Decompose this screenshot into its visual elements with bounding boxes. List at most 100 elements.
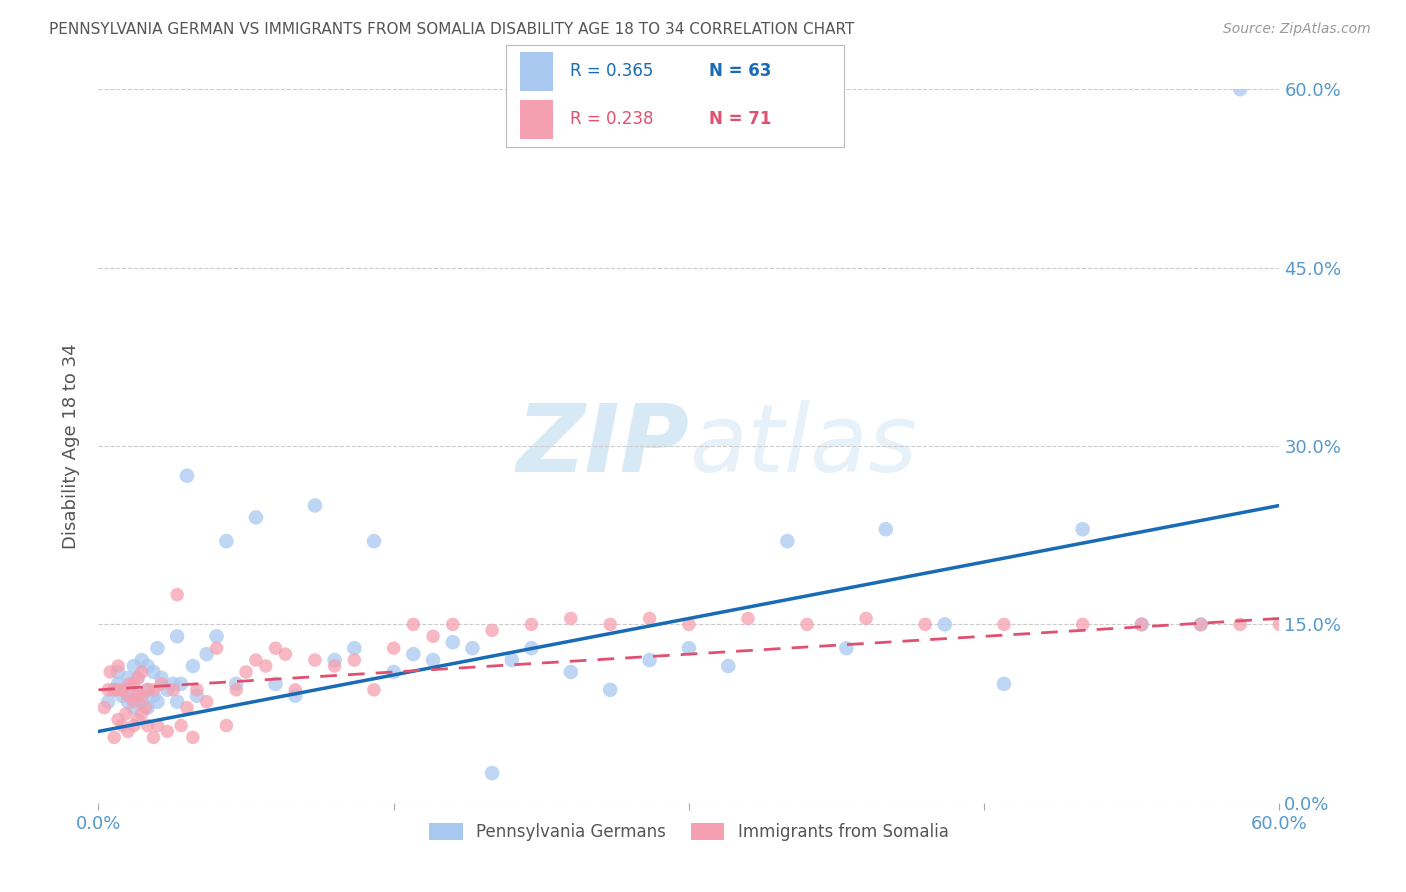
Point — [136, 659, 159, 673]
Point — [131, 665, 153, 679]
Point — [274, 647, 297, 661]
Text: N = 63: N = 63 — [709, 62, 770, 80]
Point — [225, 682, 247, 697]
Point — [323, 659, 346, 673]
Point — [441, 635, 464, 649]
Y-axis label: Disability Age 18 to 34: Disability Age 18 to 34 — [62, 343, 80, 549]
Point — [118, 677, 141, 691]
Point — [363, 682, 385, 697]
Point — [127, 671, 149, 685]
Point — [136, 682, 159, 697]
Point — [323, 653, 346, 667]
Point — [127, 713, 149, 727]
Point — [195, 647, 218, 661]
Point — [97, 695, 120, 709]
Point — [1189, 617, 1212, 632]
Point — [162, 682, 184, 697]
Text: PENNSYLVANIA GERMAN VS IMMIGRANTS FROM SOMALIA DISABILITY AGE 18 TO 34 CORRELATI: PENNSYLVANIA GERMAN VS IMMIGRANTS FROM S… — [49, 22, 855, 37]
Point — [638, 611, 661, 625]
Point — [461, 641, 484, 656]
Point — [1071, 617, 1094, 632]
Point — [131, 653, 153, 667]
Point — [176, 468, 198, 483]
Point — [98, 665, 121, 679]
Point — [97, 682, 120, 697]
Point — [520, 641, 543, 656]
Point — [162, 677, 184, 691]
Point — [176, 700, 198, 714]
Point — [103, 682, 125, 697]
Point — [422, 629, 444, 643]
Point — [181, 731, 204, 745]
Point — [131, 689, 153, 703]
Point — [215, 718, 238, 732]
Point — [599, 617, 621, 632]
Point — [146, 641, 169, 656]
Point — [107, 713, 129, 727]
Point — [117, 695, 139, 709]
Point — [186, 689, 208, 703]
Point — [304, 499, 326, 513]
Point — [146, 718, 169, 732]
Point — [142, 665, 165, 679]
Point — [776, 534, 799, 549]
Text: N = 71: N = 71 — [709, 111, 770, 128]
Point — [1229, 82, 1251, 96]
Point — [117, 671, 139, 685]
Point — [166, 629, 188, 643]
Point — [1130, 617, 1153, 632]
Point — [560, 665, 582, 679]
Point — [136, 700, 159, 714]
Point — [122, 695, 145, 709]
Point — [225, 677, 247, 691]
Point — [520, 617, 543, 632]
Point — [111, 682, 134, 697]
Point — [131, 695, 153, 709]
Point — [835, 641, 858, 656]
Point — [127, 671, 149, 685]
Point — [304, 653, 326, 667]
Point — [117, 689, 139, 703]
Point — [599, 682, 621, 697]
Point — [560, 611, 582, 625]
Point — [181, 659, 204, 673]
Point — [481, 624, 503, 638]
Point — [638, 653, 661, 667]
Point — [146, 695, 169, 709]
Point — [422, 653, 444, 667]
Point — [131, 706, 153, 721]
Point — [235, 665, 257, 679]
Text: R = 0.365: R = 0.365 — [571, 62, 654, 80]
Text: ZIP: ZIP — [516, 400, 689, 492]
Point — [205, 629, 228, 643]
Point — [127, 689, 149, 703]
Point — [122, 718, 145, 732]
Bar — [520, 52, 554, 91]
Point — [501, 653, 523, 667]
Point — [142, 682, 165, 697]
Point — [111, 689, 134, 703]
Point — [1071, 522, 1094, 536]
Point — [107, 677, 129, 691]
Point — [678, 617, 700, 632]
Point — [717, 659, 740, 673]
Bar — [520, 100, 554, 139]
Point — [111, 718, 134, 732]
Point — [245, 510, 267, 524]
Point — [122, 659, 145, 673]
Point — [284, 682, 307, 697]
Point — [117, 724, 139, 739]
Point — [343, 641, 366, 656]
Point — [122, 677, 145, 691]
Legend: Pennsylvania Germans, Immigrants from Somalia: Pennsylvania Germans, Immigrants from So… — [423, 816, 955, 848]
Point — [136, 682, 159, 697]
Point — [150, 677, 173, 691]
Point — [103, 682, 125, 697]
Point — [107, 659, 129, 673]
Point — [264, 677, 287, 691]
Point — [150, 671, 173, 685]
Point — [1130, 617, 1153, 632]
Point — [103, 731, 125, 745]
Text: R = 0.238: R = 0.238 — [571, 111, 654, 128]
Point — [186, 682, 208, 697]
